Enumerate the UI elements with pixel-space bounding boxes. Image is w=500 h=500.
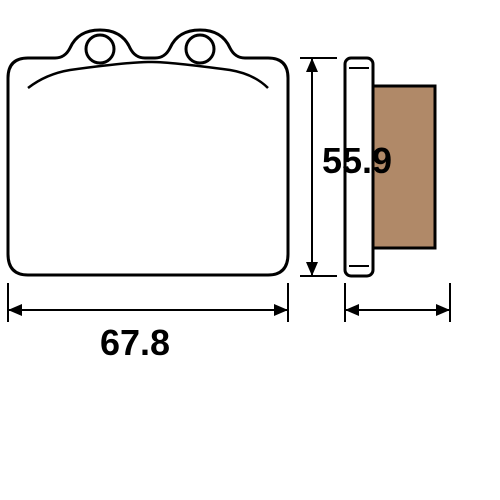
brake-pad-technical-drawing: 67.8 55.9: [0, 0, 500, 500]
lug-hole-right: [186, 35, 214, 63]
side-dim-arrow-right: [436, 304, 450, 316]
dim-arrow-right: [274, 304, 288, 316]
dim-label-width: 67.8: [100, 322, 170, 364]
dim-arrow-left: [8, 304, 22, 316]
side-dim-arrow-left: [345, 304, 359, 316]
dim-arrow-up: [306, 58, 318, 72]
dim-label-height: 55.9: [322, 140, 392, 182]
front-view: [0, 0, 500, 500]
pad-outline: [8, 30, 288, 275]
lug-hole-left: [86, 35, 114, 63]
dim-arrow-down: [306, 262, 318, 276]
